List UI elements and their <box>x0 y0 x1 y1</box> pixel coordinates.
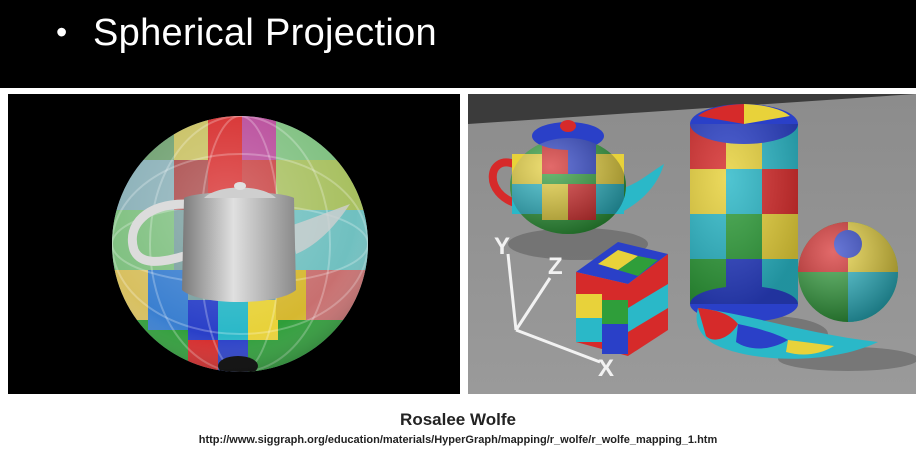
slide-title: Spherical Projection <box>93 12 437 54</box>
slide-header: • Spherical Projection <box>0 0 916 88</box>
axis-label-x: X <box>598 355 614 382</box>
xyz-axes-icon <box>506 253 601 364</box>
mapped-teapot-icon <box>488 120 664 234</box>
slide-content: Y Z X Rosalee Wolfe http://www.siggraph.… <box>0 88 916 451</box>
mapped-cylinder-icon <box>690 104 798 322</box>
credit-url-link[interactable]: http://www.siggraph.org/education/materi… <box>198 434 718 446</box>
mapped-sphere-icon <box>798 222 898 322</box>
credit-author: Rosalee Wolfe <box>400 410 516 429</box>
teapot-icon <box>127 182 350 302</box>
axis-label-y: Y <box>494 233 510 260</box>
title-bullet: • <box>56 14 68 50</box>
mapped-objects-figure: Y Z X <box>468 94 916 394</box>
axis-label-z: Z <box>548 253 563 280</box>
mapped-cube-icon <box>576 242 668 356</box>
sphere-teapot-figure <box>8 94 460 394</box>
mapped-banana-icon <box>696 308 878 359</box>
